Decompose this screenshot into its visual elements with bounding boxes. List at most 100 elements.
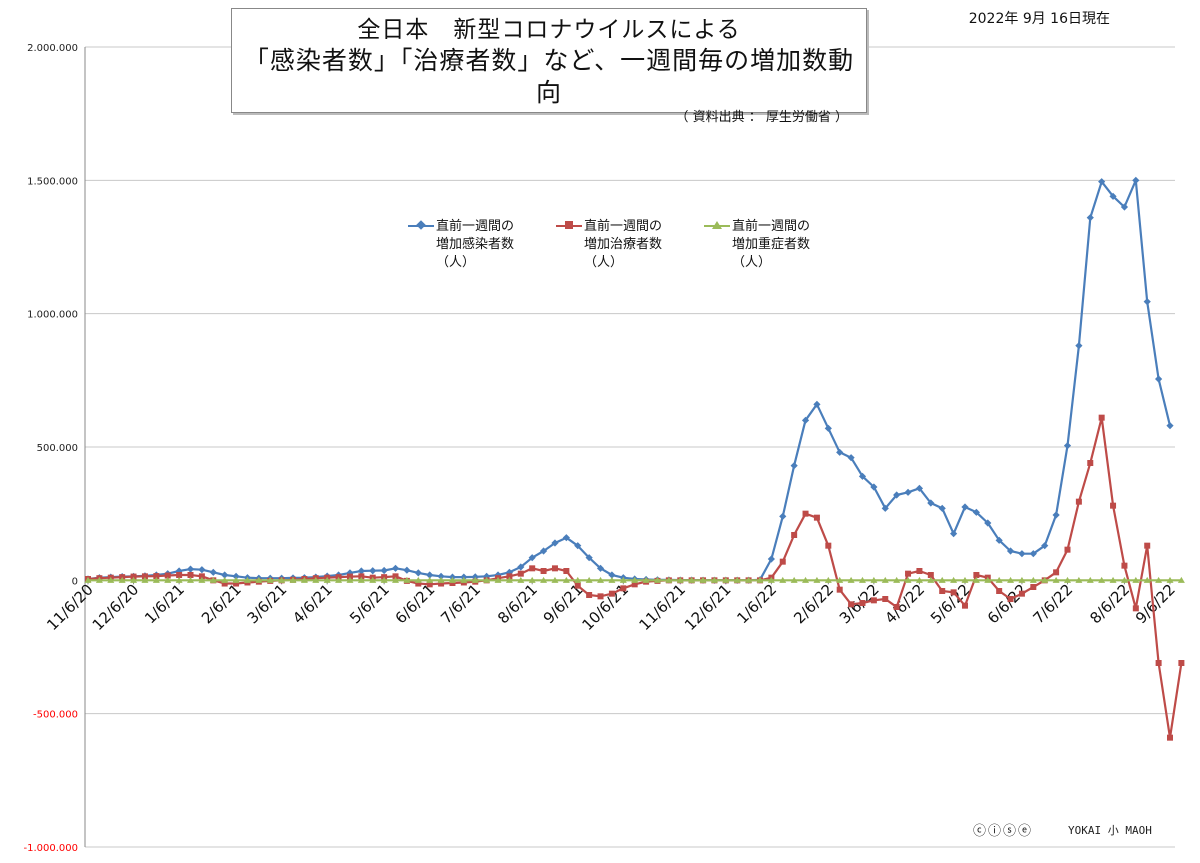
data-point [996,588,1003,594]
data-point [563,568,570,574]
data-point [494,576,502,583]
data-point [517,563,525,571]
x-tick-label: 8/6/21 [494,580,541,627]
data-point [848,601,855,608]
data-point [221,576,229,583]
data-point [916,568,923,574]
data-point [927,499,935,507]
data-point [631,576,639,583]
data-point [574,576,582,583]
x-tick-label: 1/6/22 [733,580,780,627]
data-point [802,576,810,583]
data-point [449,580,456,586]
x-tick-label: 12/6/20 [89,580,143,634]
data-point [221,571,229,579]
data-point [927,576,935,583]
data-point [118,576,126,583]
data-point [141,573,148,580]
data-point [631,581,638,588]
data-point [153,573,160,580]
x-tick-label: 4/6/21 [289,580,336,627]
data-point [585,554,593,562]
data-point [164,576,172,583]
data-point [460,576,468,583]
data-point [950,530,958,538]
data-point [893,604,900,610]
data-point [505,568,514,576]
data-point [289,576,297,583]
data-point [847,454,855,462]
data-point [243,576,251,583]
data-point [1064,546,1071,553]
data-point [1007,576,1015,583]
data-point [813,576,821,583]
data-point [426,581,433,588]
data-point [995,576,1003,583]
data-point [232,572,240,580]
data-point [414,576,422,583]
data-point [233,580,240,587]
data-point [1155,576,1163,583]
data-point [357,567,365,575]
data-point [767,555,775,563]
data-point [517,576,525,583]
data-point [836,586,843,593]
data-point [1075,576,1083,583]
data-point [1018,590,1025,597]
data-point [438,580,445,587]
data-point [312,576,320,583]
data-point [1041,576,1049,583]
grid-lines [84,46,1175,848]
data-point [1063,576,1071,583]
data-point [540,568,547,574]
data-point [927,572,934,578]
y-tick-label: -1.000.000 [23,843,78,854]
legend-marker [704,218,730,232]
chart-title-line2: 「感染者数」「治療者数」など、一週間毎の増加数動向 [243,46,855,107]
brand-logo: YOKAI 小 MAOH [1068,824,1152,837]
x-tick-label: 3/6/21 [244,580,291,627]
data-point [881,576,889,583]
data-point [984,519,992,527]
x-tick-label: 8/6/22 [1086,580,1133,627]
data-point [198,576,206,583]
data-point [415,580,422,587]
data-point [1063,442,1072,450]
data-point [152,576,160,583]
data-point [187,576,195,583]
data-point [893,576,901,583]
legend-label: 直前一週間の 増加重症者数 （人） [732,219,811,270]
data-point [164,572,171,579]
data-point [1132,576,1140,583]
data-point [608,576,616,583]
data-point [586,592,593,598]
data-point [1177,576,1185,583]
data-point [562,534,570,542]
data-point [790,462,798,470]
data-point [710,576,718,583]
data-point [961,503,969,511]
data-point [745,576,753,583]
data-point [813,400,821,408]
data-point [1075,498,1082,505]
data-point [323,576,331,583]
data-point [699,576,707,583]
data-point [972,576,980,583]
data-point [779,512,787,520]
data-point [437,572,445,580]
data-point [95,576,103,583]
data-point [1087,460,1094,466]
legend-label: 直前一週間の 増加治療者数 （人） [584,219,663,270]
data-point [414,569,422,577]
data-point [950,576,958,583]
data-point [824,424,832,432]
legend-marker [408,218,434,232]
data-point [1144,542,1151,549]
data-point [551,565,558,572]
data-point [130,573,137,580]
data-point [358,573,365,580]
data-point [448,576,456,583]
data-point [801,416,810,424]
